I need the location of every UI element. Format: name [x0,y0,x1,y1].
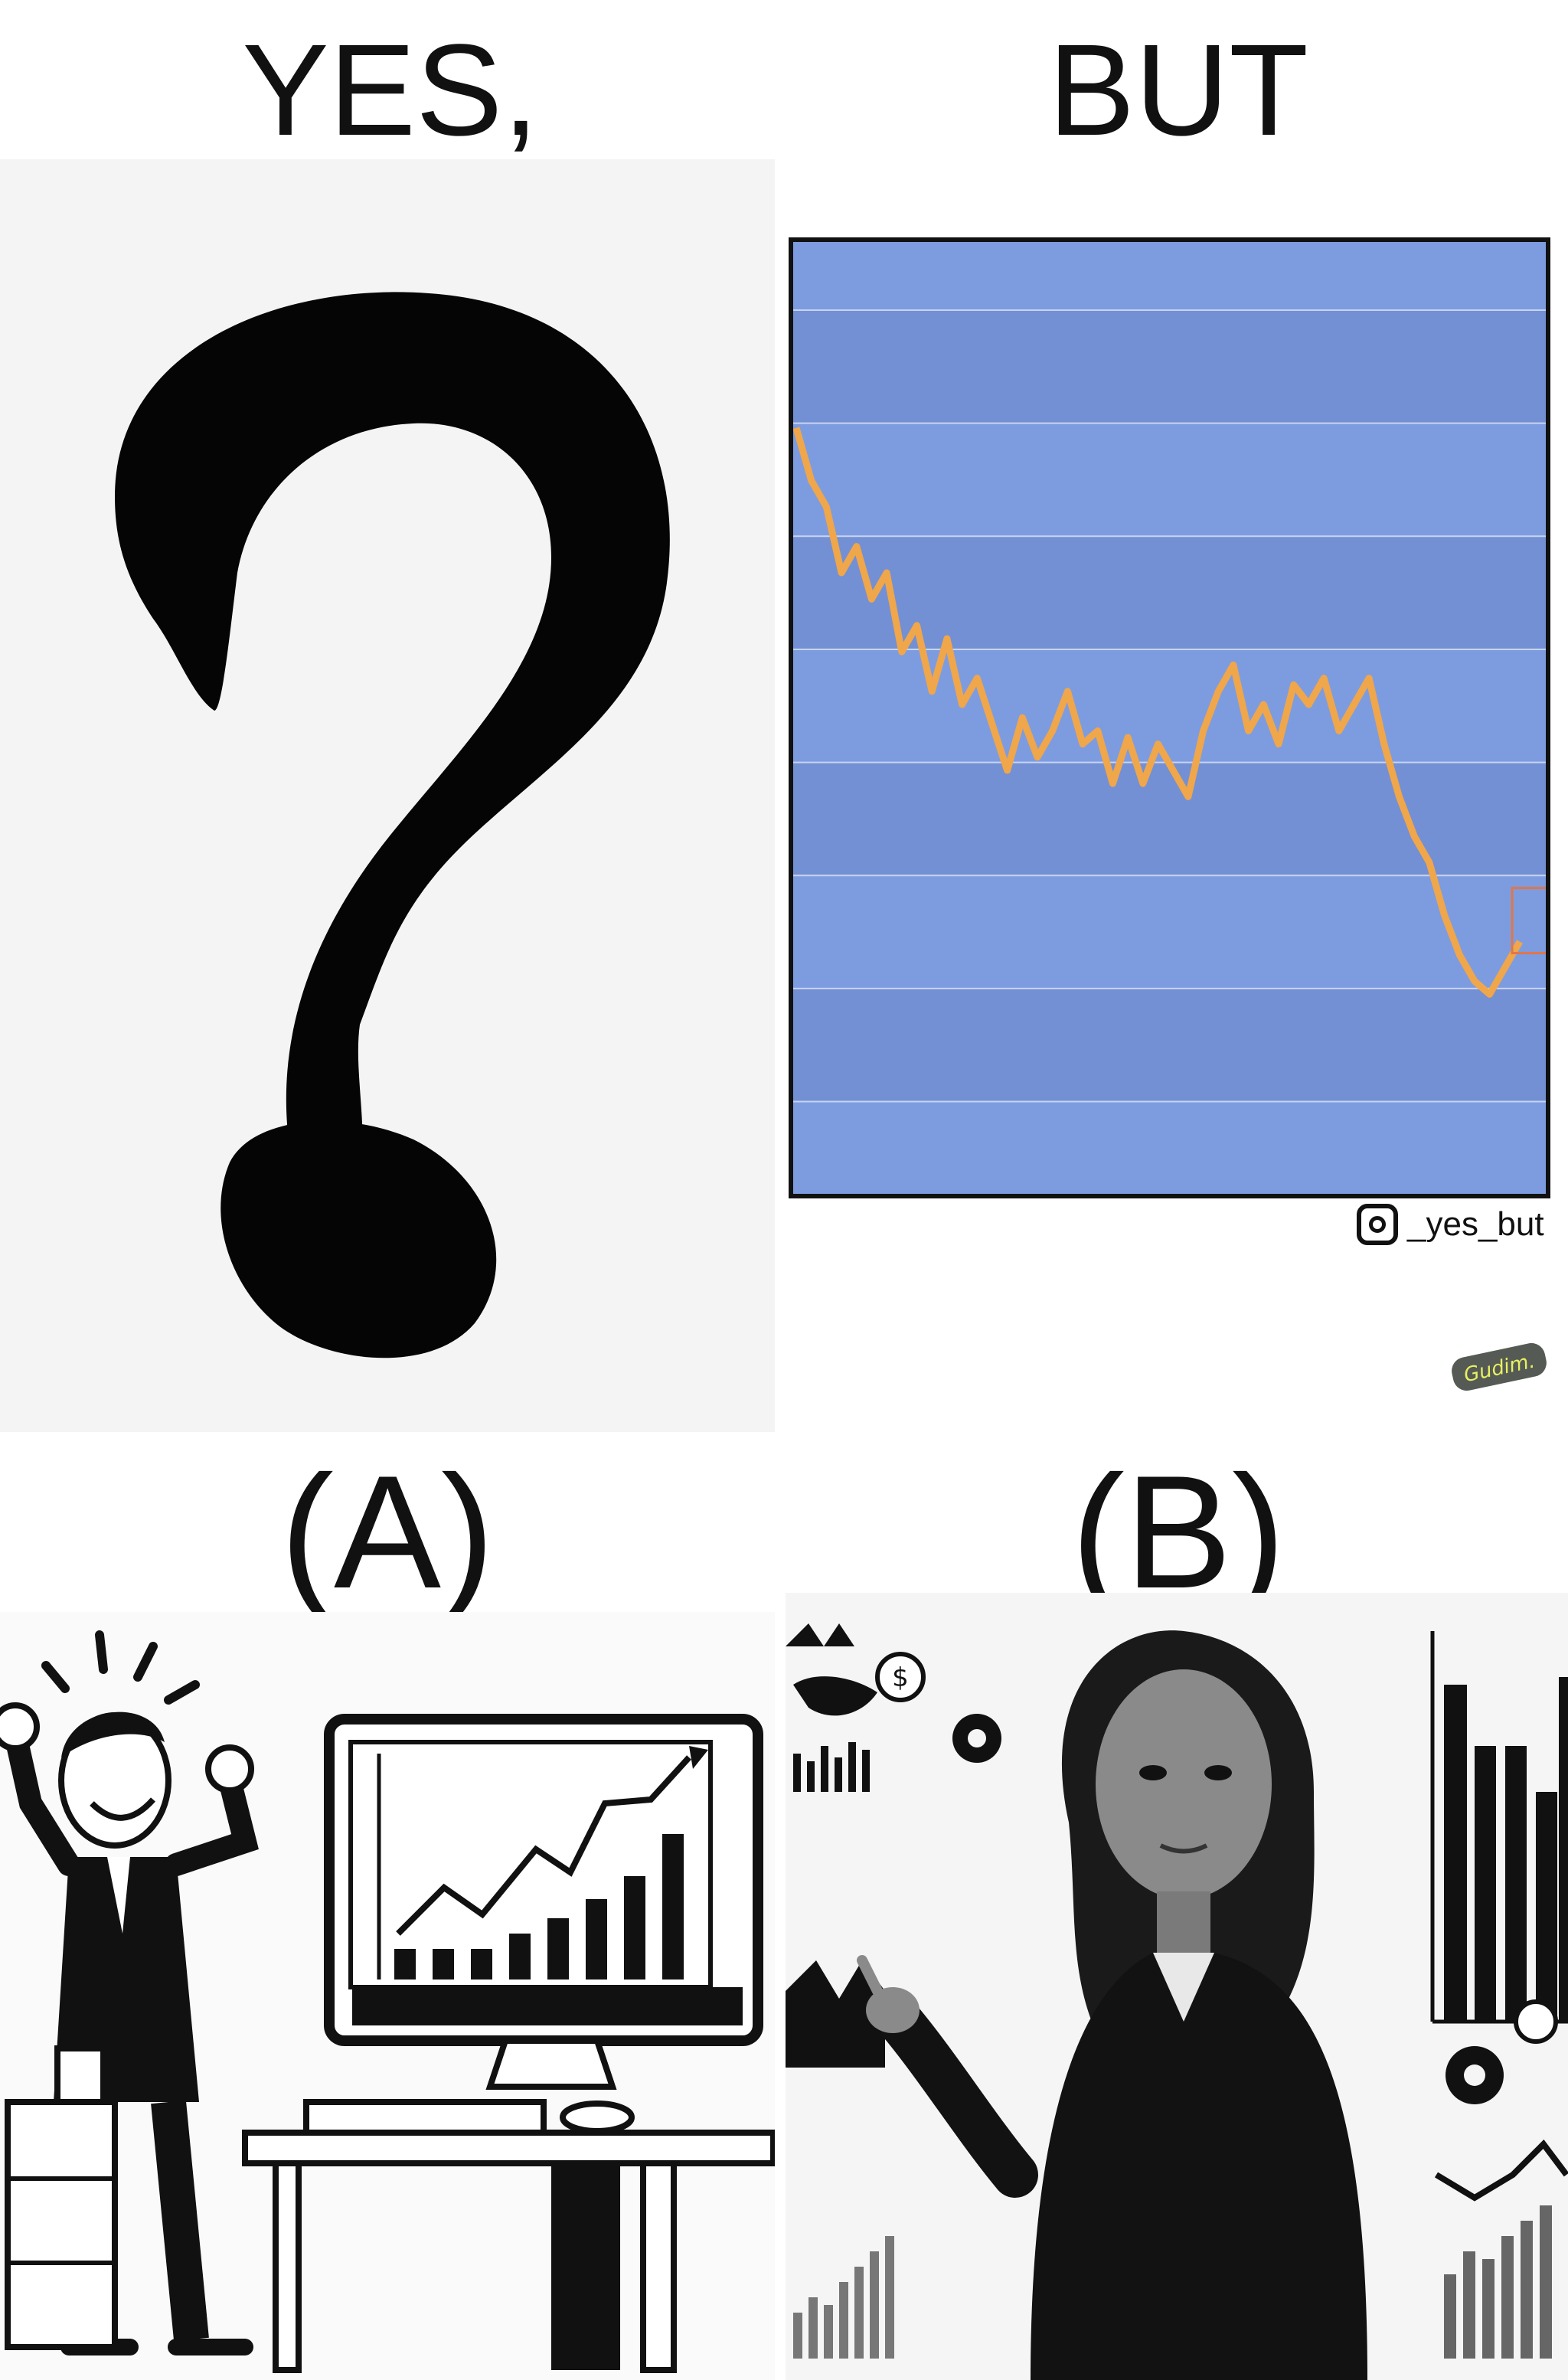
chart-frame [789,237,1550,1198]
watermark-handle: _yes_but [1407,1205,1544,1243]
current-price-marker [1511,887,1550,955]
question-mark-icon [115,292,670,1358]
option-b-label: (B) [1071,1442,1285,1622]
chart-band [789,536,1550,649]
chart-band [789,762,1550,876]
price-line [792,427,1523,998]
businesswoman-illustration: $ [786,1593,1568,2380]
chart-band [789,988,1550,1102]
stock-chart-panel [789,237,1550,1198]
question-mark-panel [0,159,775,1432]
chart-band [789,310,1550,423]
artist-signature: Gudim. [1452,1342,1547,1391]
svg-text:$: $ [892,1662,909,1693]
yes-heading: YES, [242,18,539,163]
but-heading: BUT [1048,18,1308,163]
option-a-label: (A) [280,1442,495,1622]
excited-man-illustration [0,1612,775,2380]
instagram-icon [1357,1204,1398,1245]
stock-line-chart [789,237,1550,1198]
